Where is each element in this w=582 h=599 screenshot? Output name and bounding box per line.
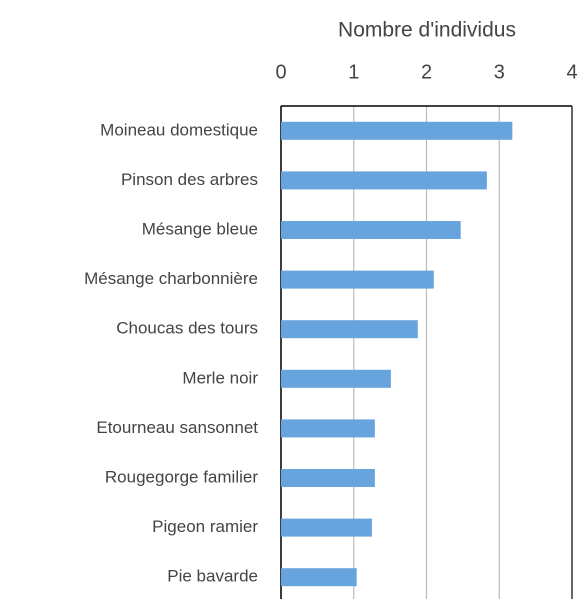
y-tick-label: Etourneau sansonnet <box>96 418 258 437</box>
bar <box>281 419 375 438</box>
y-tick-label: Merle noir <box>182 368 258 387</box>
y-tick-label: Pie bavarde <box>167 567 258 586</box>
y-tick-label: Mésange bleue <box>142 219 258 238</box>
bar <box>281 270 434 289</box>
bar <box>281 221 461 239</box>
y-tick-label: Choucas des tours <box>116 319 258 338</box>
bar <box>281 171 487 190</box>
bar <box>281 320 418 339</box>
y-tick-label: Rougegorge familier <box>105 467 258 486</box>
x-tick-label: 2 <box>421 61 432 83</box>
bar <box>281 568 357 587</box>
y-tick-label: Moineau domestique <box>100 120 258 139</box>
y-tick-label: Mésange charbonnière <box>84 269 258 288</box>
bar <box>281 518 372 537</box>
bar <box>281 121 513 140</box>
x-tick-label: 0 <box>275 61 286 83</box>
x-tick-label: 1 <box>348 61 359 83</box>
y-tick-label: Pigeon ramier <box>152 517 258 536</box>
x-tick-label: 3 <box>494 61 505 83</box>
x-axis-title: Nombre d'individus <box>338 19 516 42</box>
bar <box>281 469 375 487</box>
y-tick-label: Pinson des arbres <box>121 170 258 189</box>
bar <box>281 369 391 388</box>
x-tick-label: 4 <box>566 61 577 83</box>
